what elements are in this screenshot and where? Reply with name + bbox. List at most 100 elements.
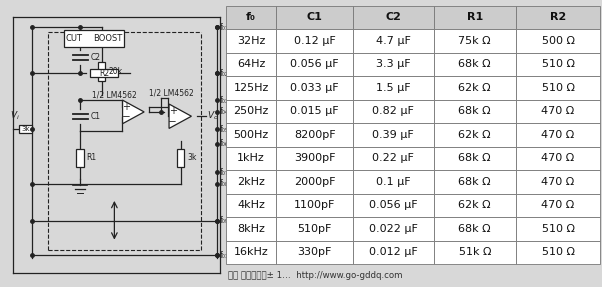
Bar bbox=[226, 53, 276, 76]
Text: 1/2 LM4562: 1/2 LM4562 bbox=[149, 89, 194, 98]
Text: 4.7 μF: 4.7 μF bbox=[376, 36, 411, 46]
Text: 250Hz: 250Hz bbox=[234, 106, 268, 117]
Text: f₀₇: f₀₇ bbox=[220, 168, 229, 177]
Bar bbox=[433, 241, 516, 264]
Polygon shape bbox=[169, 104, 191, 128]
Text: 3.3 μF: 3.3 μF bbox=[376, 59, 411, 69]
Bar bbox=[276, 147, 353, 170]
Bar bbox=[226, 29, 276, 53]
Text: R2: R2 bbox=[550, 12, 566, 22]
Bar bbox=[433, 29, 516, 53]
Bar bbox=[226, 100, 276, 123]
Bar bbox=[516, 76, 600, 100]
Text: 0.012 μF: 0.012 μF bbox=[369, 247, 418, 257]
Text: 62k Ω: 62k Ω bbox=[459, 200, 491, 210]
Text: 0.056 μF: 0.056 μF bbox=[290, 59, 339, 69]
Text: 4kHz: 4kHz bbox=[237, 200, 265, 210]
Text: 68k Ω: 68k Ω bbox=[459, 177, 491, 187]
Bar bbox=[226, 170, 276, 194]
Text: 3k: 3k bbox=[187, 153, 196, 162]
Bar bbox=[433, 170, 516, 194]
Bar bbox=[516, 241, 600, 264]
Bar bbox=[226, 123, 276, 147]
Bar bbox=[353, 194, 433, 217]
Text: 68k Ω: 68k Ω bbox=[459, 224, 491, 234]
Text: 510 Ω: 510 Ω bbox=[542, 59, 574, 69]
Bar bbox=[433, 123, 516, 147]
Text: 470 Ω: 470 Ω bbox=[541, 177, 575, 187]
Text: 125Hz: 125Hz bbox=[234, 83, 268, 93]
Text: f₀₉: f₀₉ bbox=[220, 216, 229, 226]
Text: C1: C1 bbox=[307, 12, 323, 22]
Bar bbox=[353, 241, 433, 264]
Bar bbox=[76, 148, 84, 167]
Text: 0.015 μF: 0.015 μF bbox=[290, 106, 339, 117]
Text: 0.12 μF: 0.12 μF bbox=[294, 36, 335, 46]
Bar bbox=[516, 100, 600, 123]
Text: 500 Ω: 500 Ω bbox=[542, 36, 574, 46]
Text: −: − bbox=[122, 112, 130, 122]
Bar bbox=[516, 53, 600, 76]
Text: 8kHz: 8kHz bbox=[237, 224, 265, 234]
Bar bbox=[353, 170, 433, 194]
Bar bbox=[226, 147, 276, 170]
Text: 510 Ω: 510 Ω bbox=[542, 247, 574, 257]
Text: 68k Ω: 68k Ω bbox=[459, 106, 491, 117]
Bar bbox=[353, 217, 433, 241]
Bar bbox=[90, 69, 118, 77]
Text: 1100pF: 1100pF bbox=[294, 200, 335, 210]
Polygon shape bbox=[123, 100, 144, 124]
Text: 0.022 μF: 0.022 μF bbox=[369, 224, 418, 234]
Text: −: − bbox=[168, 117, 177, 127]
Text: C1: C1 bbox=[90, 112, 101, 121]
Text: 20k: 20k bbox=[108, 67, 122, 76]
Bar bbox=[353, 100, 433, 123]
Text: 75k Ω: 75k Ω bbox=[459, 36, 491, 46]
Bar bbox=[433, 147, 516, 170]
Text: f₀: f₀ bbox=[246, 12, 256, 22]
Bar bbox=[353, 6, 433, 29]
Text: 0.22 μF: 0.22 μF bbox=[373, 153, 414, 163]
Bar bbox=[276, 241, 353, 264]
Bar bbox=[353, 76, 433, 100]
Bar bbox=[226, 217, 276, 241]
Text: f₀₆: f₀₆ bbox=[220, 139, 229, 148]
Text: 0.1 μF: 0.1 μF bbox=[376, 177, 411, 187]
Text: 1/2 LM4562: 1/2 LM4562 bbox=[92, 90, 137, 99]
Bar bbox=[433, 194, 516, 217]
Text: 510 Ω: 510 Ω bbox=[542, 83, 574, 93]
Text: 1kHz: 1kHz bbox=[237, 153, 265, 163]
Bar bbox=[226, 241, 276, 264]
Bar bbox=[226, 194, 276, 217]
Text: 0.82 μF: 0.82 μF bbox=[373, 106, 414, 117]
Bar bbox=[516, 147, 600, 170]
Text: 64Hz: 64Hz bbox=[237, 59, 265, 69]
Text: C2: C2 bbox=[90, 53, 101, 62]
Bar bbox=[516, 217, 600, 241]
Bar bbox=[19, 125, 32, 133]
Text: 500Hz: 500Hz bbox=[234, 130, 268, 140]
Text: 51k Ω: 51k Ω bbox=[459, 247, 491, 257]
Bar bbox=[276, 100, 353, 123]
Text: 0.033 μF: 0.033 μF bbox=[290, 83, 339, 93]
Text: 68k Ω: 68k Ω bbox=[459, 153, 491, 163]
Text: V$_i$: V$_i$ bbox=[10, 109, 20, 122]
Text: 0.39 μF: 0.39 μF bbox=[373, 130, 414, 140]
Bar bbox=[98, 62, 105, 81]
Text: CUT: CUT bbox=[66, 34, 83, 43]
Text: f₀₂: f₀₂ bbox=[220, 69, 229, 78]
Text: R2: R2 bbox=[99, 69, 109, 78]
Text: f₀₅: f₀₅ bbox=[220, 125, 229, 134]
Bar bbox=[226, 76, 276, 100]
Bar bbox=[64, 30, 123, 47]
Text: +: + bbox=[169, 106, 176, 116]
Text: f₀₈: f₀₈ bbox=[220, 179, 229, 188]
Text: BOOST: BOOST bbox=[93, 34, 122, 43]
Bar bbox=[276, 53, 353, 76]
Text: 32Hz: 32Hz bbox=[237, 36, 265, 46]
Bar bbox=[433, 217, 516, 241]
Text: R1: R1 bbox=[467, 12, 483, 22]
Text: 2kHz: 2kHz bbox=[237, 177, 265, 187]
Text: f₀₃: f₀₃ bbox=[220, 96, 229, 105]
Bar bbox=[276, 29, 353, 53]
